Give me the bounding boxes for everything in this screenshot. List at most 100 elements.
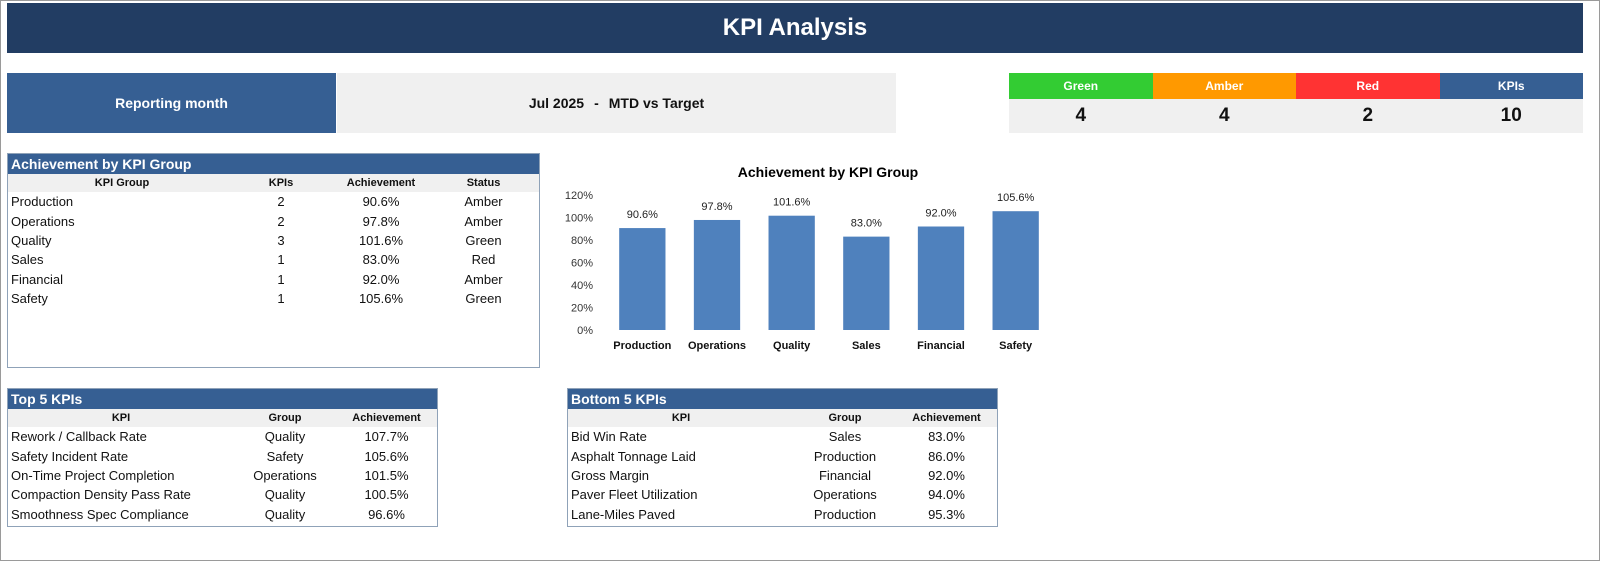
top5-row-cell: 96.6% [368,506,405,522]
bar-data-label: 83.0% [851,218,882,230]
top5-col-group: Group [268,412,302,424]
status-red: Red 2 [1296,73,1440,133]
reporting-month-label: Reporting month [7,73,336,133]
group-row-cell: Sales [11,252,44,268]
bottom5-col-group: Group [828,412,862,424]
group-row-cell: Operations [11,213,75,229]
group-row-cell: 1 [277,291,285,307]
bar-data-label: 92.0% [925,208,956,220]
bottom5-table: Bottom 5 KPIs KPI Group Achievement Bid … [567,388,998,527]
top5-row-cell: Safety Incident Rate [11,448,129,464]
y-tick-label: 120% [565,190,593,202]
group-table: Achievement by KPI Group KPI Group KPIs … [7,153,540,368]
top5-row-cell: Smoothness Spec Compliance [11,506,189,522]
bottom5-col-achievement: Achievement [912,412,981,424]
x-category-label: Production [613,340,671,352]
chart-bar [843,236,890,330]
x-category-label: Operations [688,340,746,352]
chart-bar [917,226,965,330]
group-row-cell: 90.6% [362,194,400,210]
group-row-cell: 97.8% [362,213,400,229]
bottom5-row-cell: Production [813,448,877,464]
bottom5-row-cell: 94.0% [928,487,965,503]
group-row-cell: Quality [11,232,52,248]
group-row-cell: 1 [277,252,285,268]
bottom5-row: Paver Fleet Utilization Operations 94.0% [568,485,997,504]
group-row-cell: Financial [11,271,64,287]
top5-col-achievement: Achievement [352,412,421,424]
group-row: Sales 1 83.0% Red [8,250,539,269]
col-kpi-group: KPI Group [94,177,150,189]
group-row-cell: Green [465,232,502,248]
group-row-cell: Green [465,291,502,307]
group-row-cell: 101.6% [358,232,404,248]
top5-row-cell: Rework / Callback Rate [11,429,147,445]
top5-row-cell: On-Time Project Completion [11,467,175,483]
bottom5-row: Lane-Miles Paved Production 95.3% [568,505,997,524]
group-row: Production 2 90.6% Amber [8,192,539,211]
group-table-header: KPI Group KPIs Achievement Status [8,174,539,192]
col-kpis: KPIs [268,177,294,189]
achievement-chart-svg: Achievement by KPI Group 0% 20% 40% 60% 80% 1… [565,164,1039,352]
group-table-title: Achievement by KPI Group [8,154,539,174]
bottom5-row-cell: 86.0% [928,448,965,464]
x-category-label: Sales [852,340,881,352]
top5-row-cell: 105.6% [364,448,409,464]
top5-body: Rework / Callback Rate Quality 107.7% Safet… [8,427,437,524]
chart-title: Achievement by KPI Group [738,164,918,180]
status-kpis-label: KPIs [1439,73,1583,99]
top5-title: Top 5 KPIs [8,389,437,409]
bottom5-row-cell: 95.3% [928,506,965,522]
chart-bar [619,228,666,330]
top5-row-cell: Compaction Density Pass Rate [11,487,191,503]
top5-row: Compaction Density Pass Rate Quality 100.5… [8,485,437,504]
group-row-cell: 2 [277,194,285,210]
bottom5-row-cell: Bid Win Rate [571,429,647,445]
bottom5-row-cell: Paver Fleet Utilization [571,487,698,503]
reporting-month-value: Jul 2025 - MTD vs Target [337,73,896,133]
status-green-label: Green [1009,73,1153,99]
bottom5-row-cell: Financial [818,467,872,483]
chart-bar [768,215,815,330]
group-row-cell: Amber [464,194,503,210]
status-red-count: 2 [1296,99,1440,133]
top5-row-cell: Safety [266,448,304,464]
top5-row-cell: Operations [253,467,317,483]
top5-row-cell: Quality [264,506,306,522]
col-achievement: Achievement [346,177,416,189]
top5-table: Top 5 KPIs KPI Group Achievement Rework … [7,388,438,527]
reporting-separator: - [594,95,599,111]
status-red-label: Red [1296,73,1440,99]
bottom5-row: Gross Margin Financial 92.0% [568,466,997,485]
y-tick-label: 80% [571,235,593,247]
group-row-cell: Red [471,252,496,268]
group-row: Operations 2 97.8% Amber [8,211,539,230]
status-kpis-count: 10 [1439,99,1583,133]
status-green-count: 4 [1009,99,1153,133]
top5-row: Rework / Callback Rate Quality 107.7% [8,427,437,446]
top5-row: On-Time Project Completion Operations 101.… [8,466,437,485]
reporting-mode: MTD vs Target [608,95,705,111]
bottom5-row-cell: Sales [828,429,862,445]
status-total-kpis: KPIs 10 [1439,73,1583,133]
status-summary: Green 4 Amber 4 Red 2 KPIs 10 [1009,73,1583,133]
bottom5-row-cell: 83.0% [928,429,965,445]
bottom5-row-cell: Gross Margin [571,467,650,483]
group-row: Financial 1 92.0% Amber [8,270,539,289]
bottom5-body: Bid Win Rate Sales 83.0% Asphalt Tonnage La… [568,427,997,524]
page-title: KPI Analysis [7,3,1583,53]
bottom5-header: KPI Group Achievement [568,409,997,427]
top5-row-cell: 107.7% [364,429,409,445]
group-row-cell: Amber [464,213,503,229]
x-category-label: Quality [773,340,811,352]
status-amber-count: 4 [1152,99,1296,133]
bottom5-row-cell: Operations [813,487,877,503]
x-category-label: Safety [999,340,1033,352]
x-category-label: Financial [917,340,965,352]
reporting-month: Jul 2025 [528,95,585,111]
y-tick-label: 100% [565,213,593,225]
bottom5-row-cell: Production [813,506,877,522]
y-tick-label: 40% [571,280,593,292]
chart-bar [693,219,741,330]
chart-bars: 90.6% Production 97.8% Operations 101.6% Qual… [613,192,1039,352]
